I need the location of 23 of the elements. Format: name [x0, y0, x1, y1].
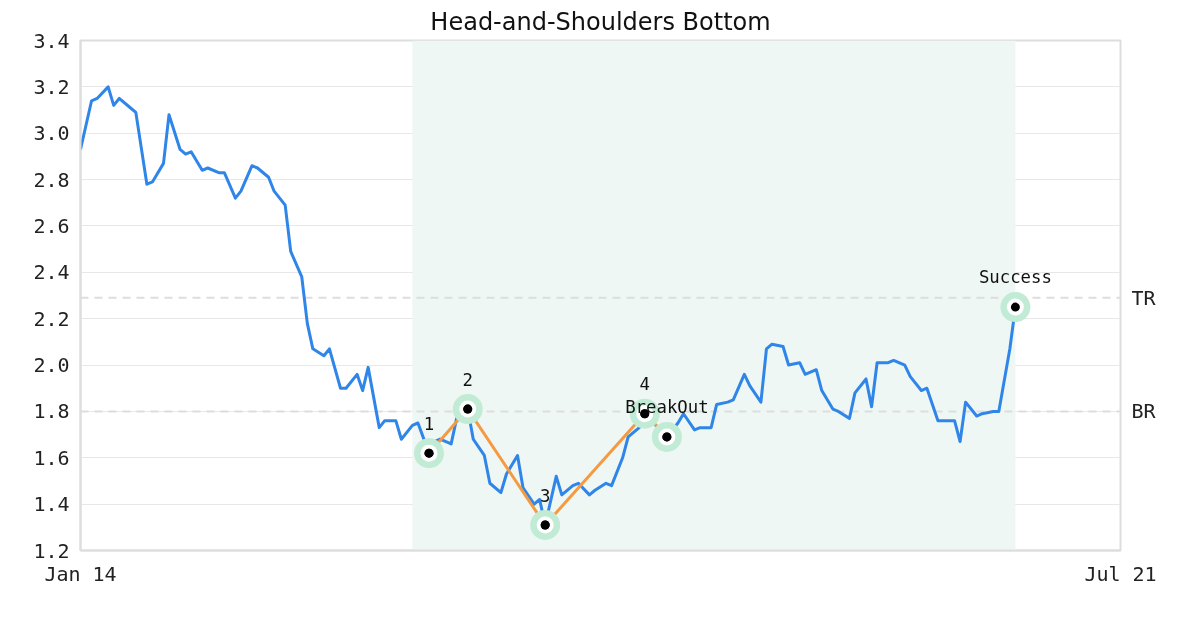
y-tick-label: 2.0: [33, 353, 70, 378]
x-tick-label: Jan 14: [44, 561, 117, 586]
annotation: 1: [423, 413, 435, 434]
annotation: Success: [978, 267, 1052, 288]
y-tick-label: 1.8: [33, 399, 70, 424]
y-tick-label: 2.2: [33, 306, 70, 331]
y-tick-label: 2.6: [33, 213, 70, 238]
y-tick-label: 1.4: [33, 492, 70, 517]
y-tick-label: 1.6: [33, 445, 70, 470]
y-tick-label: 3.4: [33, 28, 70, 53]
ref-line-label: BR: [1131, 399, 1157, 424]
ref-line-label: TR: [1131, 285, 1157, 310]
chart-title: Head-and-Shoulders Bottom: [430, 7, 771, 36]
x-tick-label: Jul 21: [1084, 561, 1157, 586]
y-tick-label: 2.8: [33, 167, 70, 192]
y-tick-label: 3.0: [33, 121, 70, 146]
annotation: 2: [462, 369, 473, 390]
y-tick-label: 2.4: [33, 260, 70, 285]
y-tick-label: 3.2: [33, 74, 70, 99]
annotation: BreakOut: [625, 396, 709, 417]
y-tick-label: 1.2: [33, 538, 70, 563]
annotation: 3: [539, 485, 551, 506]
annotation: 4: [639, 374, 650, 395]
